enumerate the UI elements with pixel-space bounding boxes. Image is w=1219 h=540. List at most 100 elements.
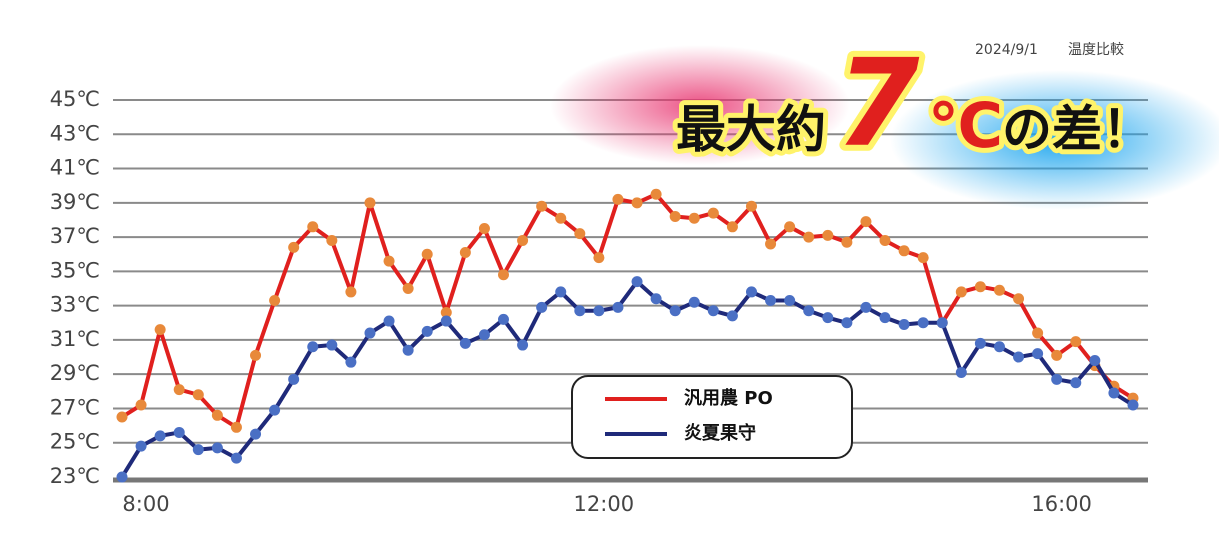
marker xyxy=(917,317,929,329)
marker xyxy=(517,235,529,247)
headline-unit: ℃ xyxy=(928,89,1003,162)
marker xyxy=(498,269,510,281)
marker xyxy=(860,301,872,313)
marker xyxy=(612,193,624,205)
marker xyxy=(593,252,605,264)
marker xyxy=(135,440,147,452)
marker xyxy=(993,341,1005,353)
marker xyxy=(269,294,281,306)
marker xyxy=(803,231,815,243)
marker xyxy=(440,315,452,327)
marker xyxy=(1013,293,1025,305)
headline-suffix: の差！ xyxy=(1002,101,1152,159)
marker xyxy=(154,324,166,336)
marker xyxy=(917,252,929,264)
marker xyxy=(230,452,242,464)
legend: 汎用農 PO 炎夏果守 xyxy=(605,387,773,444)
marker xyxy=(1013,351,1025,363)
marker xyxy=(250,349,262,361)
legend-label: 汎用農 PO xyxy=(684,387,773,409)
marker xyxy=(841,236,853,248)
marker xyxy=(1127,399,1139,411)
marker xyxy=(478,329,490,341)
marker xyxy=(116,471,128,483)
marker xyxy=(879,235,891,247)
marker xyxy=(765,294,777,306)
marker xyxy=(307,341,319,353)
marker xyxy=(1108,387,1120,399)
y-tick-label: 27℃ xyxy=(50,395,100,419)
marker xyxy=(726,310,738,322)
marker xyxy=(440,306,452,318)
marker xyxy=(974,281,986,293)
marker xyxy=(688,296,700,308)
chart-title: 温度比較 xyxy=(1068,42,1124,58)
series-line xyxy=(120,279,1135,479)
marker xyxy=(192,389,204,401)
marker xyxy=(383,315,395,327)
glow-pink xyxy=(550,45,850,165)
marker xyxy=(421,325,433,337)
marker xyxy=(173,384,185,396)
x-tick-label: 8:00 xyxy=(122,492,169,516)
marker xyxy=(631,197,643,209)
marker xyxy=(822,312,834,324)
marker xyxy=(1089,354,1101,366)
marker xyxy=(955,366,967,378)
marker xyxy=(765,238,777,250)
marker xyxy=(612,301,624,313)
marker xyxy=(898,245,910,257)
marker xyxy=(211,442,223,454)
marker xyxy=(459,247,471,259)
glow-blue xyxy=(890,70,1219,210)
marker xyxy=(707,305,719,317)
marker xyxy=(841,317,853,329)
marker xyxy=(364,197,376,209)
marker xyxy=(784,294,796,306)
marker xyxy=(345,356,357,368)
marker xyxy=(402,283,414,294)
plot xyxy=(116,188,1139,483)
y-tick-label: 39℃ xyxy=(50,190,100,214)
marker xyxy=(784,221,796,233)
marker xyxy=(879,312,891,324)
legend-box xyxy=(571,375,853,459)
marker xyxy=(726,221,738,233)
marker xyxy=(669,305,681,317)
y-tick-label: 33℃ xyxy=(50,293,100,317)
marker xyxy=(650,293,662,305)
marker xyxy=(593,305,605,317)
marker xyxy=(478,223,490,235)
marker xyxy=(1070,377,1082,389)
marker xyxy=(1032,327,1044,339)
marker xyxy=(993,284,1005,296)
marker xyxy=(307,221,319,233)
marker xyxy=(688,212,700,224)
marker xyxy=(574,228,586,240)
marker xyxy=(555,286,567,298)
y-tick-label: 23℃ xyxy=(50,464,100,488)
date: 2024/9/1 xyxy=(975,42,1038,58)
marker xyxy=(288,373,300,385)
y-tick-label: 45℃ xyxy=(50,87,100,111)
y-tick-label: 31℃ xyxy=(50,327,100,351)
marker xyxy=(745,286,757,298)
y-tick-label: 43℃ xyxy=(50,121,100,145)
marker xyxy=(974,337,986,349)
marker xyxy=(288,241,300,253)
x-tick-label: 16:00 xyxy=(1031,492,1092,516)
marker xyxy=(173,426,185,438)
marker xyxy=(498,313,510,325)
marker xyxy=(898,318,910,330)
y-tick-label: 35℃ xyxy=(50,258,100,282)
marker xyxy=(402,344,414,356)
marker xyxy=(383,255,395,267)
marker xyxy=(955,286,967,298)
marker xyxy=(250,428,262,440)
y-tick-label: 29℃ xyxy=(50,361,100,385)
marker xyxy=(230,421,242,433)
marker xyxy=(1051,349,1063,361)
marker xyxy=(650,188,662,200)
x-tick-label: 12:00 xyxy=(574,492,635,516)
